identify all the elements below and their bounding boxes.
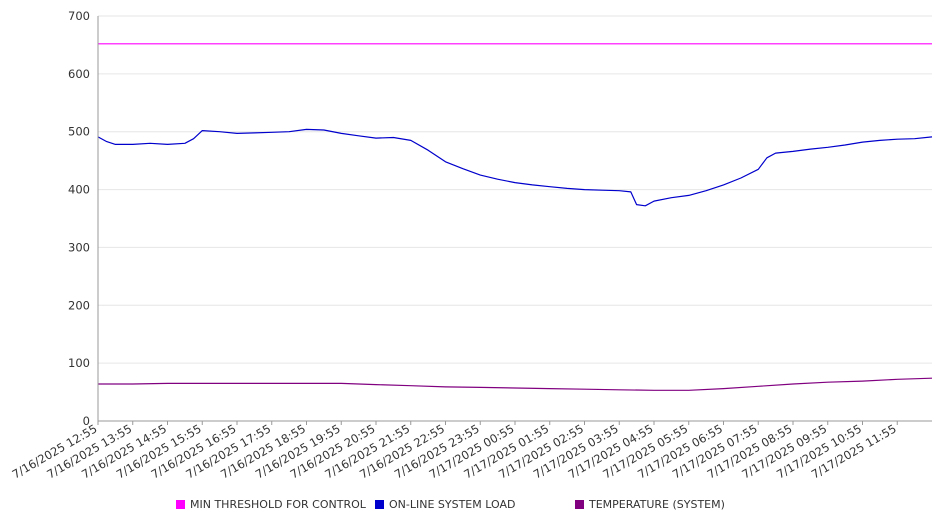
y-tick-label-700: 700 — [68, 9, 90, 23]
y-tick-label-400: 400 — [68, 183, 90, 197]
y-tick-label-600: 600 — [68, 67, 90, 81]
legend-label-temperature: TEMPERATURE (SYSTEM) — [589, 498, 725, 511]
legend-swatch-threshold — [176, 500, 185, 509]
y-tick-label-100: 100 — [68, 356, 90, 370]
y-tick-label-300: 300 — [68, 240, 90, 254]
series-system-load-line — [97, 128, 933, 207]
legend-swatch-system-load — [375, 500, 384, 509]
series-lines — [97, 43, 933, 391]
y-tick-label-0: 0 — [83, 414, 90, 428]
legend-item-system-load[interactable]: ON-LINE SYSTEM LOAD — [375, 498, 515, 511]
legend-label-threshold: MIN THRESHOLD FOR CONTROL — [190, 498, 366, 511]
legend: MIN THRESHOLD FOR CONTROL ON-LINE SYSTEM… — [0, 498, 946, 514]
legend-swatch-temperature — [575, 500, 584, 509]
series-temperature-line — [98, 377, 933, 391]
axes — [97, 16, 932, 422]
x-axis-ticks: 7/16/2025 12:557/16/2025 13:557/16/2025 … — [10, 421, 899, 481]
legend-item-threshold[interactable]: MIN THRESHOLD FOR CONTROL — [176, 498, 366, 511]
y-tick-label-200: 200 — [68, 298, 90, 312]
legend-label-system-load: ON-LINE SYSTEM LOAD — [389, 498, 516, 511]
y-tick-label-500: 500 — [68, 125, 90, 139]
legend-item-temperature[interactable]: TEMPERATURE (SYSTEM) — [575, 498, 725, 511]
gridlines — [98, 15, 932, 364]
y-axis-ticks: 0 100 200 300 400 500 600 700 — [68, 9, 90, 428]
